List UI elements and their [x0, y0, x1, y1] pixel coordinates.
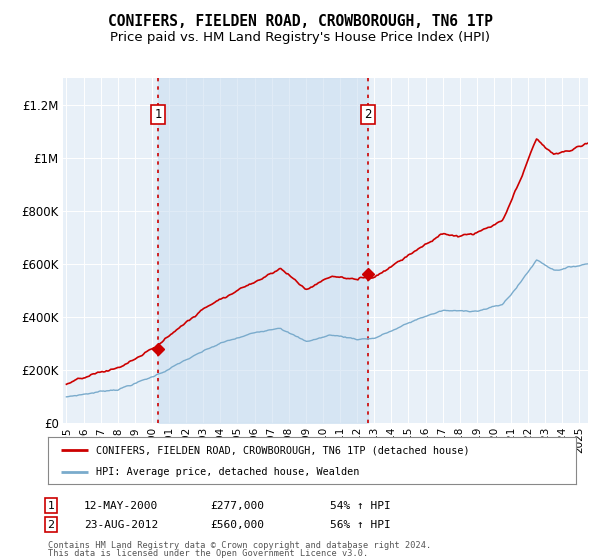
Text: 56% ↑ HPI: 56% ↑ HPI [330, 520, 391, 530]
Text: 12-MAY-2000: 12-MAY-2000 [84, 501, 158, 511]
Text: HPI: Average price, detached house, Wealden: HPI: Average price, detached house, Weal… [95, 466, 359, 477]
Text: This data is licensed under the Open Government Licence v3.0.: This data is licensed under the Open Gov… [48, 549, 368, 558]
Text: 2: 2 [47, 520, 55, 530]
Text: 54% ↑ HPI: 54% ↑ HPI [330, 501, 391, 511]
Text: 23-AUG-2012: 23-AUG-2012 [84, 520, 158, 530]
Text: Contains HM Land Registry data © Crown copyright and database right 2024.: Contains HM Land Registry data © Crown c… [48, 541, 431, 550]
Text: CONIFERS, FIELDEN ROAD, CROWBOROUGH, TN6 1TP: CONIFERS, FIELDEN ROAD, CROWBOROUGH, TN6… [107, 14, 493, 29]
Text: 1: 1 [154, 108, 162, 121]
Text: CONIFERS, FIELDEN ROAD, CROWBOROUGH, TN6 1TP (detached house): CONIFERS, FIELDEN ROAD, CROWBOROUGH, TN6… [95, 445, 469, 455]
Text: £277,000: £277,000 [210, 501, 264, 511]
Text: £560,000: £560,000 [210, 520, 264, 530]
Text: 1: 1 [47, 501, 55, 511]
Text: 2: 2 [364, 108, 372, 121]
Text: Price paid vs. HM Land Registry's House Price Index (HPI): Price paid vs. HM Land Registry's House … [110, 31, 490, 44]
